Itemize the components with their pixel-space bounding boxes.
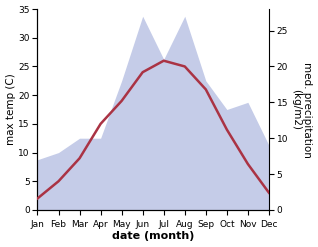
X-axis label: date (month): date (month) [112, 231, 194, 242]
Y-axis label: max temp (C): max temp (C) [5, 74, 16, 145]
Y-axis label: med. precipitation
(kg/m2): med. precipitation (kg/m2) [291, 62, 313, 157]
